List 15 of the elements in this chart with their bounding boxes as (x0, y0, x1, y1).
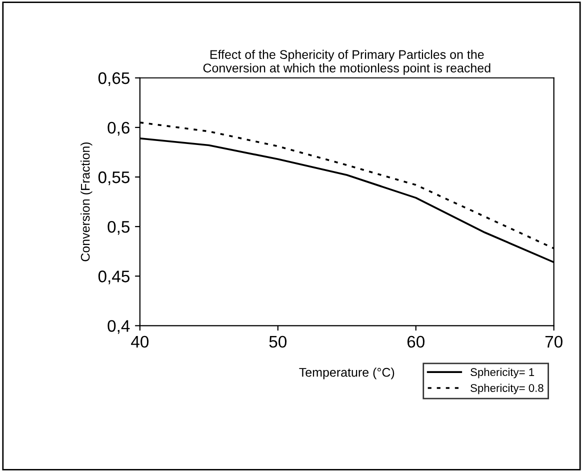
legend-label: Sphericity= 1 (470, 368, 534, 378)
legend-label: Sphericity= 0.8 (470, 384, 544, 394)
y-tick-label: 0,4 (108, 320, 130, 334)
x-tick-label: 40 (131, 336, 149, 348)
x-tick-label: 70 (545, 336, 562, 348)
y-tick-label: 0,65 (98, 72, 130, 86)
x-tick-label: 50 (269, 336, 287, 348)
x-axis-title: Temperature (°C) (299, 368, 394, 380)
y-tick-label: 0,55 (98, 171, 130, 186)
y-axis-title: Conversion (Fraction) (80, 142, 92, 262)
y-tick-label: 0,6 (108, 122, 130, 136)
chart-title: Effect of the Sphericity of Primary Particles on the Conversion at which the motionless point is reached (203, 50, 490, 75)
y-tick-label: 0,45 (98, 270, 130, 284)
y-tick-label: 0,5 (108, 220, 130, 235)
x-tick-label: 60 (407, 336, 424, 348)
